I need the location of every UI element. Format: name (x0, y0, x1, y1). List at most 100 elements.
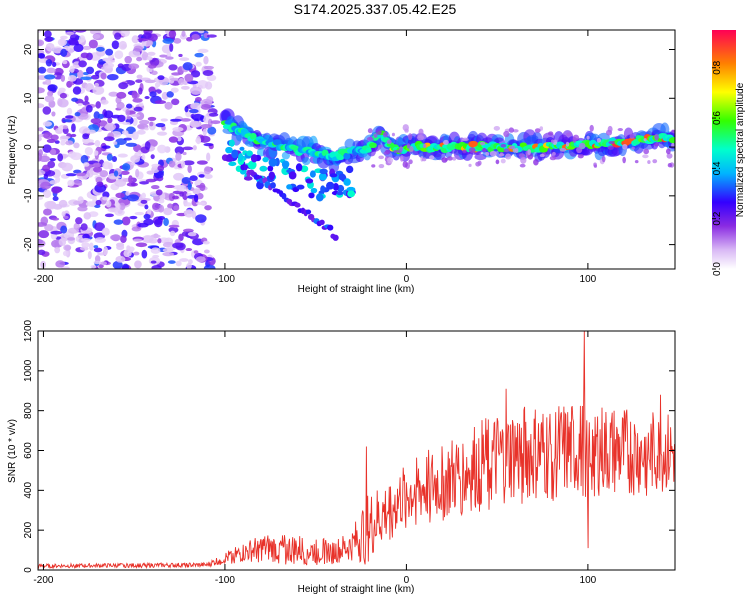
heatmap-noise-blob (38, 152, 42, 162)
heatmap-noise-blob (118, 202, 126, 211)
heatmap-noise-blob (149, 91, 157, 98)
heatmap-faint-blob (366, 136, 374, 141)
heatmap-secondary-blob (288, 171, 297, 180)
heatmap-noise-blob (141, 249, 148, 259)
heatmap-noise-blob (77, 69, 84, 79)
heatmap-noise-blob (98, 264, 104, 269)
heatmap-noise-blob (133, 45, 144, 52)
heatmap-faint-blob (520, 157, 527, 164)
heatmap-noise-blob (108, 91, 119, 97)
heatmap-noise-blob (202, 240, 210, 245)
heatmap-noise-blob (131, 90, 138, 99)
heatmap-noise-blob (190, 70, 201, 78)
heatmap-noise-blob (94, 237, 106, 243)
heatmap-noise-blob (44, 224, 54, 232)
heatmap-noise-blob (107, 117, 113, 124)
colorbar-tick-label: 0.8 (712, 60, 723, 74)
heatmap-secondary-blob (295, 163, 303, 172)
heatmap-noise-blob (150, 247, 161, 254)
bottom-ytick-label: 600 (23, 442, 34, 459)
heatmap-noise-blob (189, 86, 202, 95)
top-xtick-label: -200 (33, 274, 53, 285)
heatmap-secondary-blob (338, 173, 346, 181)
heatmap-faint-blob (629, 133, 635, 139)
heatmap-noise-blob (65, 115, 74, 119)
heatmap-signal-blob (343, 152, 351, 160)
heatmap-noise-blob (44, 200, 57, 209)
heatmap-noise-blob (57, 98, 69, 108)
colorbar-axes: 0.0 0.2 0.4 0.6 0.8 (712, 60, 723, 276)
heatmap-noise-blob (157, 238, 162, 244)
heatmap-noise-blob (92, 162, 102, 168)
heatmap-noise-blob (197, 30, 205, 34)
heatmap-noise-blob (170, 87, 179, 93)
heatmap-noise-blob (130, 113, 141, 118)
heatmap-noise-blob (144, 96, 150, 100)
heatmap-noise-blob (200, 103, 212, 110)
heatmap-noise-blob (52, 61, 57, 68)
heatmap-secondary-blob (268, 171, 276, 181)
heatmap-noise-blob (43, 132, 53, 139)
heatmap-noise-blob (167, 203, 174, 209)
top-ytick-label: 10 (23, 92, 34, 104)
heatmap-secondary-blob (268, 158, 278, 167)
heatmap-noise-blob (149, 121, 154, 127)
heatmap-noise-blob (202, 128, 207, 136)
heatmap-noise-blob (82, 45, 92, 51)
heatmap-noise-blob (196, 201, 206, 206)
heatmap-faint-blob (667, 163, 673, 168)
heatmap-faint-blob (375, 129, 382, 135)
heatmap-faint-blob (444, 157, 448, 162)
snr-line-plot (38, 331, 675, 570)
top-xtick-label: 0 (404, 274, 410, 285)
heatmap-chirp-blob (281, 192, 287, 200)
heatmap-noise-blob (45, 42, 55, 52)
heatmap-faint-blob (377, 144, 383, 148)
heatmap-noise-blob (189, 109, 199, 114)
heatmap-faint-blob (634, 160, 639, 164)
heatmap-noise-blob (60, 48, 68, 57)
heatmap-faint-blob (393, 150, 399, 154)
heatmap-noise-blob (194, 52, 204, 58)
heatmap-noise-blob (192, 188, 201, 195)
heatmap-noise-blob (96, 181, 104, 187)
heatmap-faint-blob (399, 146, 403, 152)
heatmap-noise-blob (116, 101, 125, 110)
heatmap-noise-blob (200, 123, 212, 129)
heatmap-noise-blob (195, 214, 207, 223)
heatmap-faint-blob (508, 145, 516, 150)
heatmap-secondary-blob (225, 146, 233, 154)
heatmap-noise-blob (68, 37, 79, 46)
heatmap-faint-blob (509, 127, 514, 132)
heatmap-noise-blob (182, 62, 193, 71)
heatmap-noise-blob (38, 136, 42, 142)
heatmap-noise-blob (65, 140, 74, 146)
heatmap-noise-blob (166, 52, 172, 58)
heatmap-noise-blob (62, 125, 69, 130)
heatmap-chirp-blob (270, 182, 276, 189)
heatmap-noise-blob (154, 218, 163, 228)
heatmap-secondary-blob (228, 139, 235, 147)
heatmap-noise-blob (38, 52, 45, 59)
heatmap-halo-blob (301, 157, 311, 166)
heatmap-noise-blob (84, 146, 93, 156)
heatmap-noise-blob (184, 202, 192, 207)
heatmap-faint-blob (406, 143, 411, 149)
heatmap-noise-blob (173, 38, 182, 44)
heatmap-noise-blob (143, 213, 151, 220)
heatmap-faint-blob (550, 139, 555, 144)
heatmap-noise-blob (132, 131, 139, 140)
heatmap-noise-blob (147, 51, 156, 56)
heatmap-noise-blob (156, 131, 168, 136)
top-xtick-label: 100 (580, 274, 597, 285)
heatmap-noise-blob (140, 199, 148, 204)
colorbar-tick-label: 0.6 (712, 111, 723, 125)
heatmap-secondary-blob (346, 186, 356, 192)
heatmap-noise-blob (74, 111, 81, 117)
heatmap-secondary-blob (332, 182, 339, 191)
heatmap-faint-blob (519, 163, 526, 168)
heatmap-faint-blob (518, 153, 526, 158)
heatmap-noise-blob (180, 160, 186, 169)
heatmap-noise-blob (94, 140, 101, 147)
heatmap-noise-blob (88, 242, 94, 251)
